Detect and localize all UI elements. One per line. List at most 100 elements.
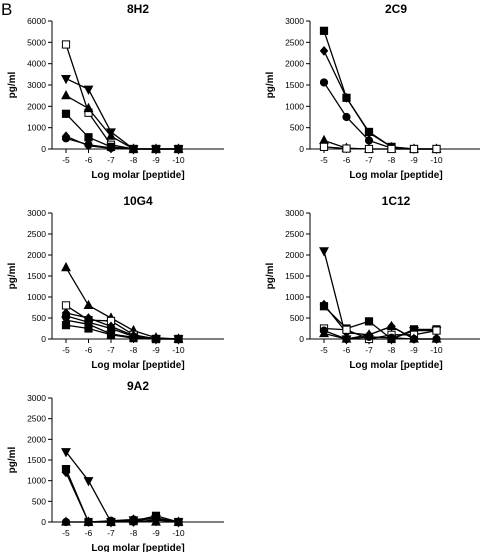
x-tick-label: -5 xyxy=(62,345,70,355)
data-point-square xyxy=(364,317,374,326)
data-point-down-triangle xyxy=(61,316,71,326)
data-point-up-triangle xyxy=(83,299,94,309)
x-tick-label: -6 xyxy=(343,345,351,355)
data-point-circle xyxy=(342,112,351,122)
y-tick-label: 1000 xyxy=(285,101,304,111)
data-point-up-triangle xyxy=(173,516,184,526)
y-tick-label: 0 xyxy=(41,334,46,344)
series-up-triangle xyxy=(319,320,442,343)
x-tick-label: -6 xyxy=(85,528,93,538)
data-point-open-square xyxy=(387,144,396,154)
y-tick-label: 1000 xyxy=(285,292,304,302)
series-line xyxy=(66,519,179,523)
series-line xyxy=(65,451,179,523)
data-point-open-square xyxy=(61,40,71,49)
x-tick-label: -8 xyxy=(388,345,396,355)
data-point-open-square xyxy=(364,144,374,154)
chart-panel-1C12: 1C12 0 500 1000 1500 2000 2500 3000 -5 -6 -7 -8 -9 -1… xyxy=(265,194,480,371)
chart-panel-2C9: 2C9 0 500 1000 1500 2000 2500 3000 -5 -6 -7 -8 -9 -10… xyxy=(265,2,480,181)
x-tick-label: -5 xyxy=(320,155,328,165)
y-tick-label: 5000 xyxy=(27,37,46,47)
series-line xyxy=(65,44,179,150)
y-tick-label: 2500 xyxy=(27,229,46,239)
data-point-square xyxy=(319,302,329,311)
data-point-diamond xyxy=(84,140,93,151)
x-tick-label: -5 xyxy=(320,345,328,355)
series-line xyxy=(323,146,437,150)
chart-title: 9A2 xyxy=(127,379,149,393)
data-point-open-square xyxy=(319,142,329,151)
x-tick-label: -9 xyxy=(152,528,160,538)
data-point-square xyxy=(319,26,329,35)
x-tick-label: -10 xyxy=(430,345,443,355)
data-point-square xyxy=(84,133,93,142)
data-point-diamond xyxy=(106,143,116,154)
series-line xyxy=(65,78,179,150)
chart-title: 2C9 xyxy=(385,2,407,16)
y-tick-label: 1000 xyxy=(27,292,46,302)
y-tick-label: 3000 xyxy=(285,208,304,218)
y-tick-label: 1500 xyxy=(27,455,46,465)
series-circle xyxy=(61,134,183,154)
y-tick-label: 2000 xyxy=(27,250,46,260)
data-point-circle xyxy=(319,78,329,87)
x-tick-label: -8 xyxy=(130,345,138,355)
y-tick-label: 2500 xyxy=(285,37,304,47)
data-point-up-triangle xyxy=(61,516,71,526)
data-point-square xyxy=(84,324,93,333)
y-axis-label: pg/ml xyxy=(7,71,18,98)
series-square xyxy=(61,464,183,527)
y-tick-label: 6000 xyxy=(27,16,46,26)
data-point-up-triangle xyxy=(151,516,161,526)
y-tick-label: 3000 xyxy=(27,208,46,218)
series-line xyxy=(323,325,437,340)
y-tick-label: 500 xyxy=(290,313,304,323)
data-point-open-square xyxy=(432,144,441,154)
x-tick-label: -5 xyxy=(62,528,70,538)
y-tick-label: 1500 xyxy=(285,271,304,281)
series-line xyxy=(323,50,437,150)
x-axis-label: Log molar [peptide] xyxy=(349,360,442,371)
series-line xyxy=(65,304,179,340)
data-point-down-triangle xyxy=(83,85,94,95)
x-tick-label: -8 xyxy=(388,155,396,165)
data-point-up-triangle xyxy=(341,333,352,343)
y-tick-label: 500 xyxy=(32,496,46,506)
y-tick-label: 4000 xyxy=(27,59,46,69)
data-point-square xyxy=(61,321,71,330)
y-tick-label: 3000 xyxy=(27,80,46,90)
data-point-square xyxy=(106,330,116,339)
series-line xyxy=(323,30,437,150)
data-point-square xyxy=(151,334,161,344)
data-point-down-triangle xyxy=(61,448,71,458)
x-tick-label: -6 xyxy=(343,155,351,165)
data-point-open-square xyxy=(409,144,419,154)
data-point-up-triangle xyxy=(364,329,374,339)
y-tick-label: 2500 xyxy=(285,229,304,239)
series-circle xyxy=(61,513,183,527)
series-square xyxy=(319,26,441,154)
x-tick-label: -5 xyxy=(62,155,70,165)
chart-panel-10G4: 10G4 0 500 1000 1500 2000 2500 3000 -5 -6 -7 -8 -9 -1… xyxy=(7,194,224,371)
chart-title: 10G4 xyxy=(123,194,153,208)
data-point-diamond xyxy=(174,144,183,154)
series-up-triangle xyxy=(61,261,184,343)
data-point-up-triangle xyxy=(431,333,442,343)
x-tick-label: -9 xyxy=(152,345,160,355)
data-point-diamond xyxy=(342,92,351,103)
x-tick-label: -8 xyxy=(130,155,138,165)
data-point-diamond xyxy=(61,467,71,478)
data-point-open-square xyxy=(61,301,71,310)
x-tick-label: -10 xyxy=(172,345,185,355)
series-open-square xyxy=(319,324,441,344)
x-tick-label: -6 xyxy=(85,345,93,355)
data-point-up-triangle xyxy=(61,90,71,100)
y-tick-label: 2500 xyxy=(27,414,46,424)
y-tick-label: 2000 xyxy=(27,434,46,444)
x-tick-label: -8 xyxy=(130,528,138,538)
series-down-triangle xyxy=(61,448,184,528)
data-point-open-square xyxy=(342,144,351,153)
panel-letter: B xyxy=(1,0,12,19)
x-tick-label: -10 xyxy=(430,155,443,165)
